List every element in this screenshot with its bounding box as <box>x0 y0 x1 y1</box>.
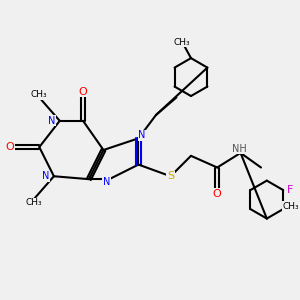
Text: S: S <box>167 171 174 181</box>
Text: O: O <box>213 189 222 199</box>
Text: N: N <box>138 130 146 140</box>
Text: F: F <box>287 185 294 195</box>
Text: N: N <box>42 171 50 181</box>
Text: N: N <box>103 177 110 187</box>
Text: O: O <box>79 87 87 97</box>
Text: CH₃: CH₃ <box>174 38 190 46</box>
Text: CH₃: CH₃ <box>25 198 42 207</box>
Text: NH: NH <box>232 143 247 154</box>
Text: O: O <box>6 142 14 152</box>
Text: CH₃: CH₃ <box>282 202 299 211</box>
Text: CH₃: CH₃ <box>31 90 48 99</box>
Text: N: N <box>48 116 55 126</box>
